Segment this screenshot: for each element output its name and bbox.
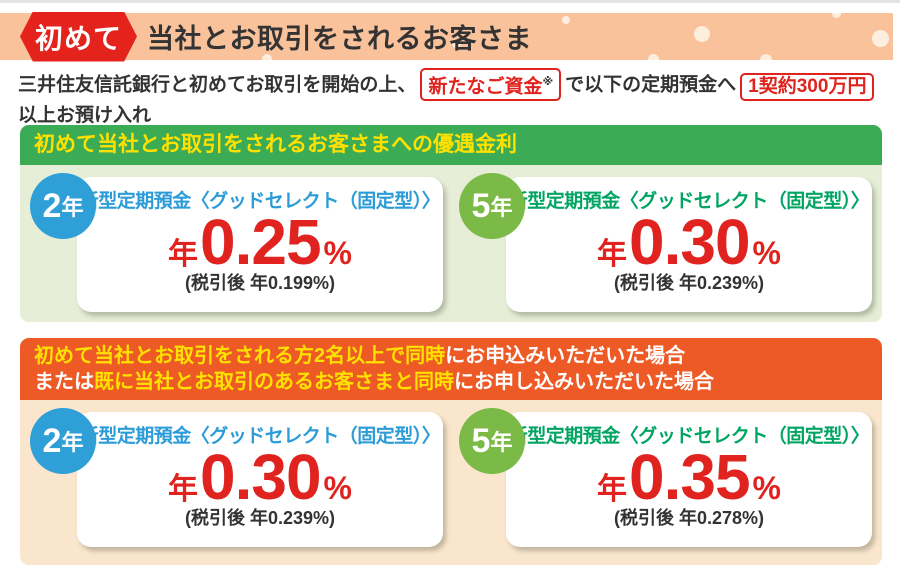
term-unit: 年	[490, 195, 513, 220]
rate-prefix: 年	[596, 473, 627, 506]
highlight-new-funds: 新たなご資金※	[420, 68, 562, 102]
page-title: 当社とお取引をされるお客さま	[147, 24, 532, 54]
rate-prefix: 年	[596, 238, 627, 271]
decorative-dot	[262, 54, 272, 60]
section-header: 初めて当社とお取引をされる方2名以上で同時にお申込みいただいた場合 または既に当…	[20, 338, 882, 400]
decorative-dot	[872, 30, 889, 47]
term-number: 5	[471, 421, 491, 460]
product-name: 新型定期預金〈グッドセレクト（固定型）〉	[508, 426, 870, 447]
header-line-1: 初めて当社とお取引をされる方2名以上で同時にお申込みいただいた場合	[34, 343, 882, 369]
intro-text: で以下の定期預金へ	[565, 74, 737, 96]
rate-value: 0.35	[628, 441, 751, 513]
rate-card: 新型定期預金〈グッドセレクト（固定型）〉 年 0.30% (税引後 年0.239%…	[506, 177, 872, 312]
rate-unit: %	[323, 235, 352, 271]
intro-text: 以上お預け入れ	[18, 105, 152, 127]
product-name: 新型定期預金〈グッドセレクト（固定型）〉	[508, 191, 870, 212]
term-unit: 年	[61, 195, 84, 220]
interest-rate: 年 0.30%	[596, 206, 781, 278]
term-number: 5	[471, 186, 491, 225]
interest-rate: 年 0.30%	[167, 441, 352, 513]
rate-unit: %	[323, 470, 352, 506]
after-tax-rate: (税引後 年0.239%)	[184, 508, 336, 529]
header-segment: 初めて当社とお取引をされる方2名以上で同時	[34, 345, 446, 367]
rate-value: 0.30	[199, 441, 322, 513]
rate-prefix: 年	[167, 238, 198, 271]
banner-dots	[0, 13, 893, 60]
header-segment: にお申込みいただいた場合	[445, 345, 686, 367]
decorative-dot	[648, 54, 659, 60]
rate-prefix: 年	[167, 473, 198, 506]
intro-text: 三井住友信託銀行と初めてお取引を開始の上、	[18, 74, 417, 96]
banner: 初めて 当社とお取引をされるお客さま	[0, 11, 893, 62]
header-segment: にお申し込みいただいた場合	[454, 371, 714, 393]
section-header: 初めて当社とお取引をされるお客さまへの優遇金利	[20, 125, 882, 165]
section-joint-application-rates: 初めて当社とお取引をされる方2名以上で同時にお申込みいただいた場合 または既に当…	[20, 338, 882, 565]
decorative-dot	[452, 39, 461, 48]
decorative-dot	[760, 54, 772, 60]
decorative-dot	[694, 26, 710, 42]
rate-card: 新型定期預金〈グッドセレクト（固定型）〉 年 0.35% (税引後 年0.278%…	[506, 412, 872, 547]
after-tax-rate: (税引後 年0.239%)	[613, 273, 765, 294]
header-line-2: または既に当社とお取引のあるお客さまと同時にお申し込みいただいた場合	[34, 369, 882, 395]
footnote-mark: ※	[542, 76, 554, 88]
highlight-new-funds-label: 新たなご資金	[428, 76, 543, 98]
term-number: 2	[42, 186, 62, 225]
product-name: 新型定期預金〈グッドセレクト（固定型）〉	[79, 191, 441, 212]
rate-card: 新型定期預金〈グッドセレクト（固定型）〉 年 0.25% (税引後 年0.199%…	[77, 177, 443, 312]
after-tax-rate: (税引後 年0.199%)	[184, 273, 336, 294]
interest-rate: 年 0.35%	[596, 441, 781, 513]
highlight-min-amount: 1契約300万円	[740, 73, 875, 102]
first-time-badge: 初めて	[20, 11, 137, 62]
rate-card: 新型定期預金〈グッドセレクト（固定型）〉 年 0.30% (税引後 年0.239%…	[77, 412, 443, 547]
rate-value: 0.25	[199, 206, 322, 278]
top-divider	[0, 0, 900, 3]
product-name: 新型定期預金〈グッドセレクト（固定型）〉	[79, 426, 441, 447]
rate-unit: %	[752, 235, 781, 271]
rate-unit: %	[752, 470, 781, 506]
header-segment: または	[34, 371, 94, 393]
term-number: 2	[42, 421, 62, 460]
header-segment: 既に当社とお取引のあるお客さまと同時	[94, 371, 454, 393]
term-unit: 年	[61, 430, 84, 455]
after-tax-rate: (税引後 年0.278%)	[613, 508, 765, 529]
term-unit: 年	[490, 430, 513, 455]
decorative-dot	[832, 13, 841, 18]
decorative-dot	[562, 16, 570, 24]
interest-rate: 年 0.25%	[167, 206, 352, 278]
rate-value: 0.30	[628, 206, 751, 278]
